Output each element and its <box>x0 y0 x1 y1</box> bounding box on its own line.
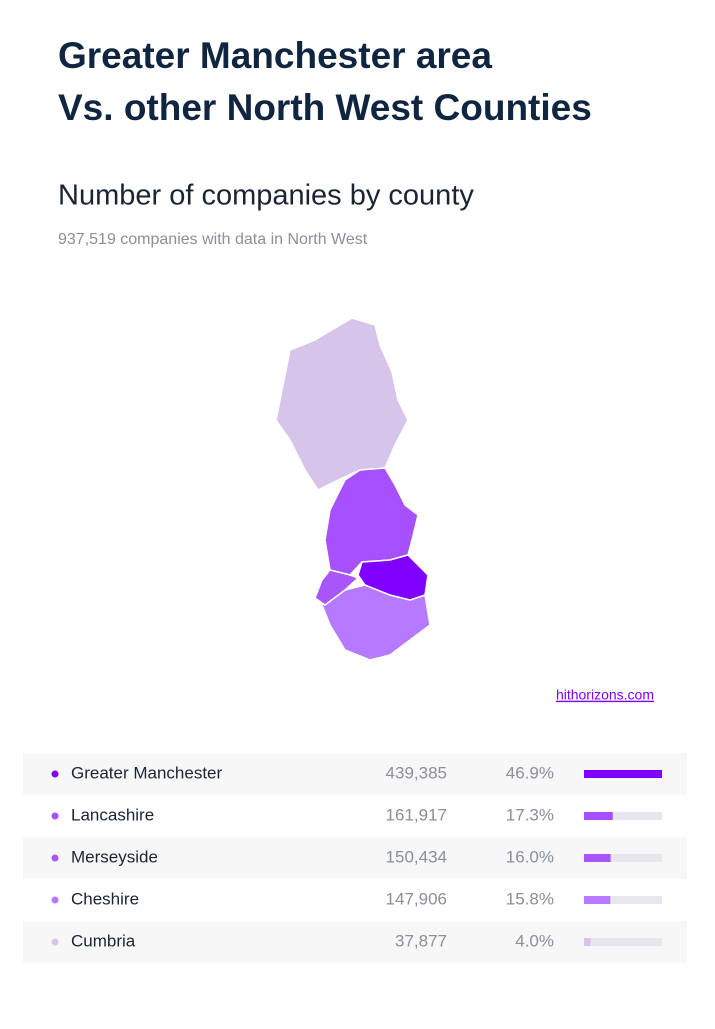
county-region <box>275 317 409 491</box>
county-region <box>314 569 360 606</box>
county-name: Cumbria <box>71 931 136 950</box>
table: Greater Manchester 439,385 46.9% Lancashire… <box>23 753 687 963</box>
county-name: Greater Manchester <box>71 763 223 782</box>
share: 17.3% <box>506 805 554 824</box>
share: 16.0% <box>506 847 554 866</box>
row-background <box>23 753 687 795</box>
company-count: 150,434 <box>386 847 447 866</box>
county-name: Lancashire <box>71 805 154 824</box>
county-name: Cheshire <box>71 889 139 908</box>
company-count: 147,906 <box>386 889 447 908</box>
share: 15.8% <box>506 889 554 908</box>
county-region <box>357 554 429 601</box>
bar <box>584 854 611 862</box>
bar-track <box>584 854 662 862</box>
bullet <box>51 812 59 820</box>
company-count: 439,385 <box>386 763 447 782</box>
bar-track <box>584 896 662 904</box>
row-background <box>23 921 687 963</box>
bar-track <box>584 812 662 820</box>
row-background <box>23 837 687 879</box>
share: 46.9% <box>506 763 554 782</box>
county-name: Merseyside <box>71 847 158 866</box>
subtitle: Number of companies by county <box>58 180 474 212</box>
title-line: Greater Manchester area <box>58 35 492 76</box>
bar <box>584 812 613 820</box>
bar <box>584 938 591 946</box>
source-link[interactable]: hithorizons.com <box>556 687 654 703</box>
company-count: 161,917 <box>386 805 447 824</box>
map <box>275 317 431 661</box>
bullet <box>51 938 59 946</box>
bar <box>584 770 662 778</box>
share: 4.0% <box>515 931 554 950</box>
note: 937,519 companies with data in North Wes… <box>58 231 368 248</box>
title-line: Vs. other North West Counties <box>58 87 592 128</box>
bar <box>584 896 611 904</box>
bullet <box>51 896 59 904</box>
bar-track <box>584 938 662 946</box>
bullet <box>51 854 59 862</box>
company-count: 37,877 <box>395 931 447 950</box>
bullet <box>51 770 59 778</box>
